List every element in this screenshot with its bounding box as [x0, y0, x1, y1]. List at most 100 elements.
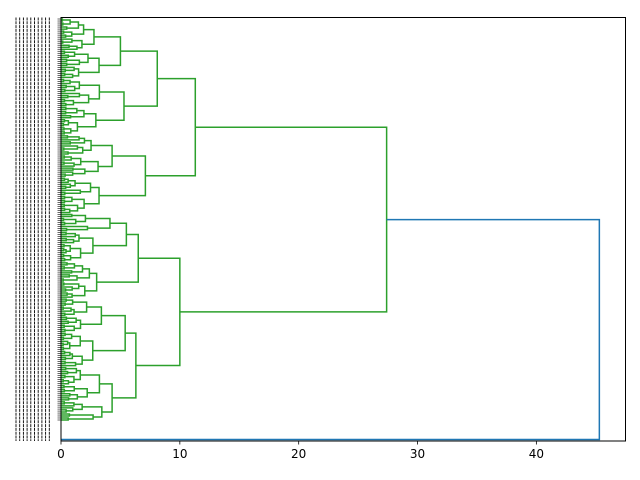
dendrogram-link	[84, 272, 98, 292]
x-axis: 0 10 20 30 40	[57, 441, 544, 461]
dendrogram-link	[61, 30, 65, 34]
dendrogram-link	[61, 306, 64, 310]
dendrogram-link	[73, 94, 90, 104]
dendrogram-link	[68, 146, 84, 154]
dendrogram-link	[61, 350, 66, 355]
dendrogram-link	[82, 139, 92, 151]
dendrogram-link	[61, 54, 70, 59]
dendrogram-link	[61, 177, 66, 181]
dendrogram-link	[61, 243, 65, 248]
dendrogram-link	[70, 137, 86, 144]
dendrogram-link	[179, 126, 388, 313]
dendrogram-link	[71, 214, 87, 223]
dendrogram-link	[61, 307, 72, 312]
dendrogram-link	[61, 68, 67, 73]
dendrogram-link	[84, 186, 100, 205]
dendrogram-link	[61, 409, 67, 413]
dendrogram-link	[61, 18, 64, 22]
dendrogram-link	[61, 227, 68, 232]
dendrogram-link	[74, 53, 89, 64]
dendrogram-link	[63, 120, 70, 126]
dendrogram-link	[61, 402, 75, 407]
dendrogram-link	[73, 234, 80, 242]
dendrogram-link	[61, 278, 65, 282]
dendrogram-link	[61, 328, 66, 333]
dendrogram-link	[61, 401, 66, 405]
dendrogram-link	[61, 302, 66, 306]
dendrogram-link	[93, 36, 122, 67]
dendrogram-link	[61, 106, 67, 111]
dendrogram-link	[61, 145, 79, 150]
dendrogram-link	[61, 407, 74, 412]
dendrogram-link	[66, 21, 80, 29]
dendrogram-link	[79, 84, 101, 100]
dendrogram-link	[61, 274, 70, 278]
dendrogram-link	[61, 262, 68, 266]
dendrogram-link	[77, 268, 91, 279]
dendrogram-link	[61, 207, 66, 212]
dendrogram-link	[61, 26, 68, 30]
dendrogram-link	[61, 185, 67, 190]
dendrogram-link	[61, 384, 65, 389]
x-tick-label: 10	[172, 447, 187, 461]
dendrogram-link	[63, 255, 72, 261]
dendrogram-link	[70, 81, 81, 90]
dendrogram-link	[99, 383, 113, 413]
dendrogram-link	[61, 370, 69, 375]
dendrogram-link	[61, 88, 66, 93]
dendrogram-link	[69, 335, 82, 347]
dendrogram-link	[61, 237, 67, 242]
dendrogram-link	[61, 45, 78, 50]
dendrogram-link	[61, 135, 69, 139]
dendrogram-link	[61, 50, 66, 55]
dendrogram-link	[68, 179, 76, 187]
dendrogram-link	[61, 147, 65, 151]
leaf-labels	[15, 17, 61, 441]
dendrogram-link	[61, 167, 74, 171]
dendrogram-link	[72, 168, 86, 175]
x-tick-label: 40	[529, 447, 544, 461]
dendrogram-link	[61, 312, 66, 316]
dendrogram-link	[61, 183, 72, 189]
dendrogram-link	[61, 254, 65, 258]
dendrogram-link	[72, 355, 83, 365]
dendrogram-link	[63, 342, 71, 350]
dendrogram-link	[63, 128, 72, 134]
dendrogram-link	[71, 39, 83, 49]
dendrogram-link	[61, 40, 64, 44]
dendrogram-link	[61, 22, 64, 26]
dendrogram-link	[61, 238, 75, 244]
dendrogram-link	[74, 319, 82, 330]
dendrogram-link	[61, 288, 67, 292]
dendrogram-link	[64, 51, 76, 58]
dendrogram-link	[61, 316, 68, 320]
dendrogram-links	[61, 18, 601, 441]
x-tick-label: 0	[57, 447, 65, 461]
dendrogram-link	[80, 306, 103, 326]
dendrogram-link	[61, 231, 67, 236]
dendrogram-link	[91, 144, 113, 168]
dendrogram-link	[61, 397, 70, 401]
dendrogram-link	[64, 375, 75, 383]
dendrogram-link	[61, 58, 68, 63]
dendrogram-link	[92, 222, 128, 247]
dendrogram-link	[61, 123, 65, 127]
dendrogram-link	[61, 286, 73, 291]
dendrogram-link	[61, 356, 67, 361]
dendrogram-link	[61, 171, 74, 176]
dendrogram-link	[61, 114, 72, 119]
dendrogram-link	[61, 298, 67, 302]
dendrogram-link	[71, 198, 85, 209]
dendrogram-link	[61, 247, 65, 252]
dendrogram-link	[61, 366, 67, 371]
dendrogram-link	[61, 270, 73, 274]
dendrogram-link	[61, 73, 74, 79]
dendrogram-link	[61, 173, 66, 177]
dendrogram-link	[65, 299, 74, 305]
dendrogram-link	[64, 85, 76, 92]
dendrogram-link	[64, 308, 75, 315]
dendrogram-link	[64, 196, 73, 203]
dendrogram-link	[68, 394, 79, 400]
dendrogram-link	[65, 353, 74, 360]
